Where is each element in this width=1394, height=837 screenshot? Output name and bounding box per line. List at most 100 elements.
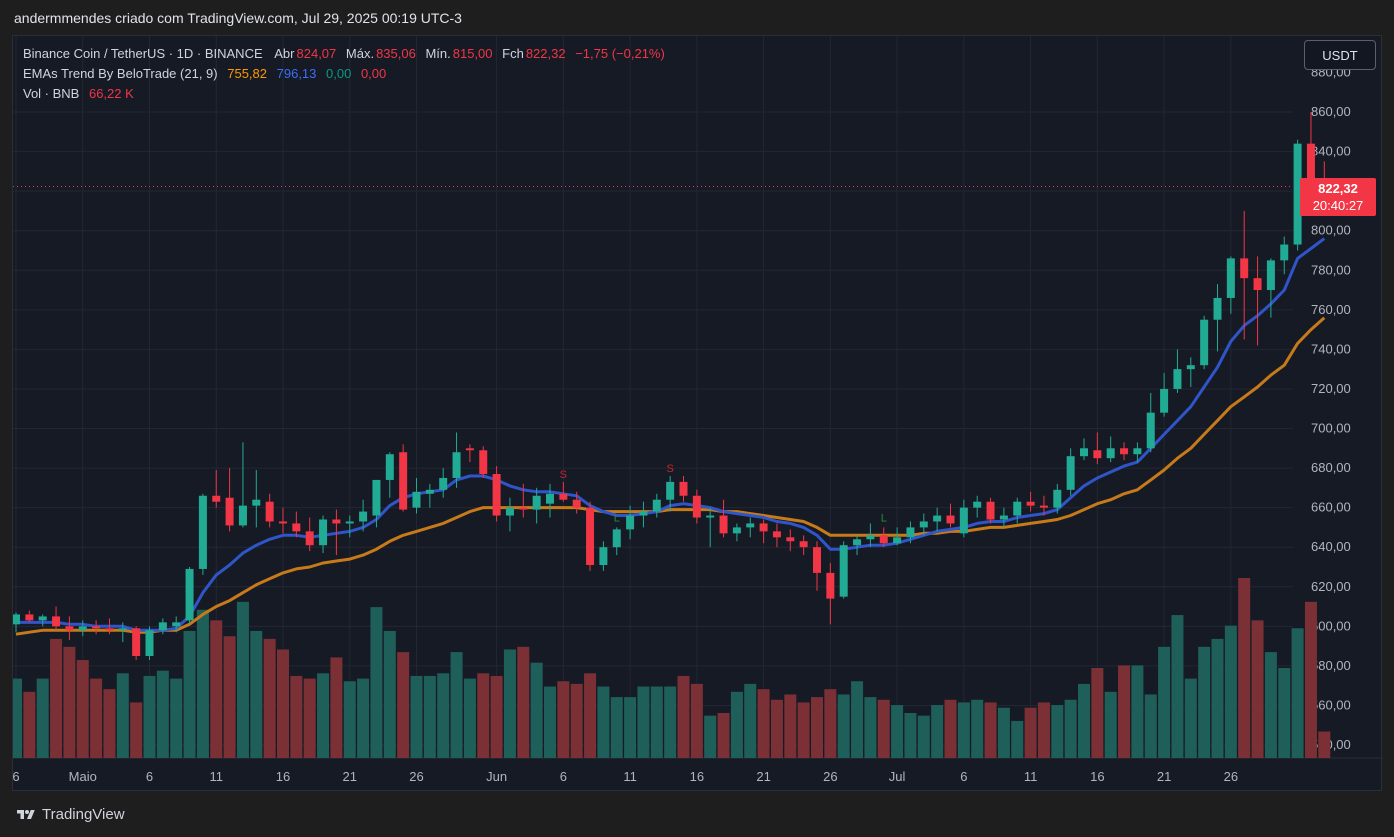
volume-bar xyxy=(851,681,864,758)
candle-body xyxy=(319,519,328,546)
volume-bar xyxy=(1158,646,1171,758)
ema-indicator-name: EMAs Trend By BeloTrade (21, 9) xyxy=(23,66,218,81)
volume-bar xyxy=(1264,652,1277,758)
ema-value-3: 0,00 xyxy=(326,66,352,81)
high-label: Máx. xyxy=(345,46,375,61)
volume-bar xyxy=(76,660,89,758)
candle-body xyxy=(853,539,862,546)
y-axis-tick-label: 560,00 xyxy=(1311,697,1351,712)
candle-body xyxy=(505,507,514,516)
volume-bar xyxy=(931,705,944,758)
x-axis-tick-label: Jul xyxy=(889,769,906,784)
candle-body xyxy=(439,477,448,490)
candle-body xyxy=(732,527,741,534)
candle-body xyxy=(946,515,955,524)
volume-bar xyxy=(236,601,249,758)
volume-bar xyxy=(1278,668,1291,758)
candle-body xyxy=(1306,143,1315,184)
candle-body xyxy=(746,523,755,528)
candle-body xyxy=(332,519,341,524)
x-axis-tick-label: 11 xyxy=(623,769,637,784)
candle-body xyxy=(599,547,608,565)
volume-bar xyxy=(570,683,583,758)
legend-ema-row[interactable]: EMAs Trend By BeloTrade (21, 9) 755,82 7… xyxy=(23,64,665,84)
last-price-tag: 822,32 20:40:27 xyxy=(1300,178,1376,216)
chart-panel[interactable]: 860,00840,00820,00800,00780,00760,00740,… xyxy=(12,35,1383,792)
volume-bar xyxy=(1104,691,1117,758)
volume-bar xyxy=(730,691,743,758)
candle-body xyxy=(1106,448,1115,459)
candle-body xyxy=(866,535,875,540)
volume-bar xyxy=(477,673,490,758)
candle-body xyxy=(425,489,434,494)
candle-body xyxy=(639,511,648,516)
bar-countdown: 20:40:27 xyxy=(1312,198,1364,213)
candle-body xyxy=(786,537,795,542)
legend-symbol-row[interactable]: Binance Coin / TetherUS · 1D · BINANCE A… xyxy=(23,44,665,64)
x-axis-tick-label: 11 xyxy=(210,769,224,784)
volume-bar xyxy=(610,697,623,758)
volume-indicator-name: Vol · BNB xyxy=(23,86,80,101)
candle-body xyxy=(25,614,34,621)
candle-body xyxy=(986,501,995,520)
volume-bar xyxy=(837,694,850,758)
signal-label: S xyxy=(666,463,673,475)
y-axis-tick-label: 620,00 xyxy=(1311,579,1351,594)
volume-bar xyxy=(383,630,396,758)
volume-bar xyxy=(1291,628,1304,758)
candle-body xyxy=(692,495,701,518)
volume-bar xyxy=(370,607,383,758)
candle-body xyxy=(1253,278,1262,291)
candle-body xyxy=(292,523,301,532)
volume-bar xyxy=(423,675,436,758)
candle-body xyxy=(879,535,888,544)
volume-bar xyxy=(330,657,343,758)
volume-bar xyxy=(303,678,316,758)
candle-body xyxy=(1013,501,1022,516)
volume-bar xyxy=(250,630,263,758)
candle-body xyxy=(893,537,902,544)
volume-bar xyxy=(1051,705,1064,758)
price-chart[interactable]: 860,00840,00820,00800,00780,00760,00740,… xyxy=(13,36,1383,792)
x-axis-tick-label: 16 xyxy=(276,769,290,784)
volume-bar xyxy=(210,620,223,758)
volume-bar xyxy=(1024,707,1037,758)
candle-body xyxy=(546,493,554,504)
candle-body xyxy=(1293,143,1302,245)
volume-bar xyxy=(1198,646,1211,758)
y-axis-tick-label: 660,00 xyxy=(1311,500,1351,515)
volume-bar xyxy=(1318,731,1331,758)
footer-brand[interactable]: TradingView xyxy=(14,806,125,823)
volume-bar xyxy=(584,673,597,758)
y-axis-tick-label: 780,00 xyxy=(1311,262,1351,277)
volume-bar xyxy=(917,715,930,758)
x-axis-tick-label: 16 xyxy=(690,769,704,784)
volume-bar xyxy=(170,678,183,758)
volume-bar xyxy=(757,689,770,758)
candle-body xyxy=(772,531,781,538)
ema-value-4: 0,00 xyxy=(360,66,387,81)
volume-bar xyxy=(544,686,556,758)
candle-body xyxy=(225,497,234,526)
candle-body xyxy=(1240,258,1249,279)
candle-body xyxy=(385,454,394,480)
y-axis-tick-label: 680,00 xyxy=(1311,460,1351,475)
ema-fast-line xyxy=(16,237,1326,632)
candle-body xyxy=(1080,448,1088,457)
candle-body xyxy=(1200,319,1209,366)
currency-button[interactable]: USDT xyxy=(1304,40,1376,70)
volume-bar xyxy=(410,675,423,758)
volume-bar xyxy=(677,675,690,758)
x-axis-tick-label: Jun xyxy=(486,769,507,784)
volume-bar xyxy=(770,699,783,758)
candle-body xyxy=(359,511,368,522)
candle-body xyxy=(78,626,87,631)
x-axis-tick-label: 6 xyxy=(960,769,967,784)
legend-volume-row[interactable]: Vol · BNB 66,22 K xyxy=(23,84,665,104)
candle-body xyxy=(265,501,274,522)
volume-bar xyxy=(317,673,330,758)
volume-bar xyxy=(343,681,356,758)
candle-body xyxy=(626,515,635,530)
volume-bar xyxy=(704,715,717,758)
candle-body xyxy=(185,568,194,621)
